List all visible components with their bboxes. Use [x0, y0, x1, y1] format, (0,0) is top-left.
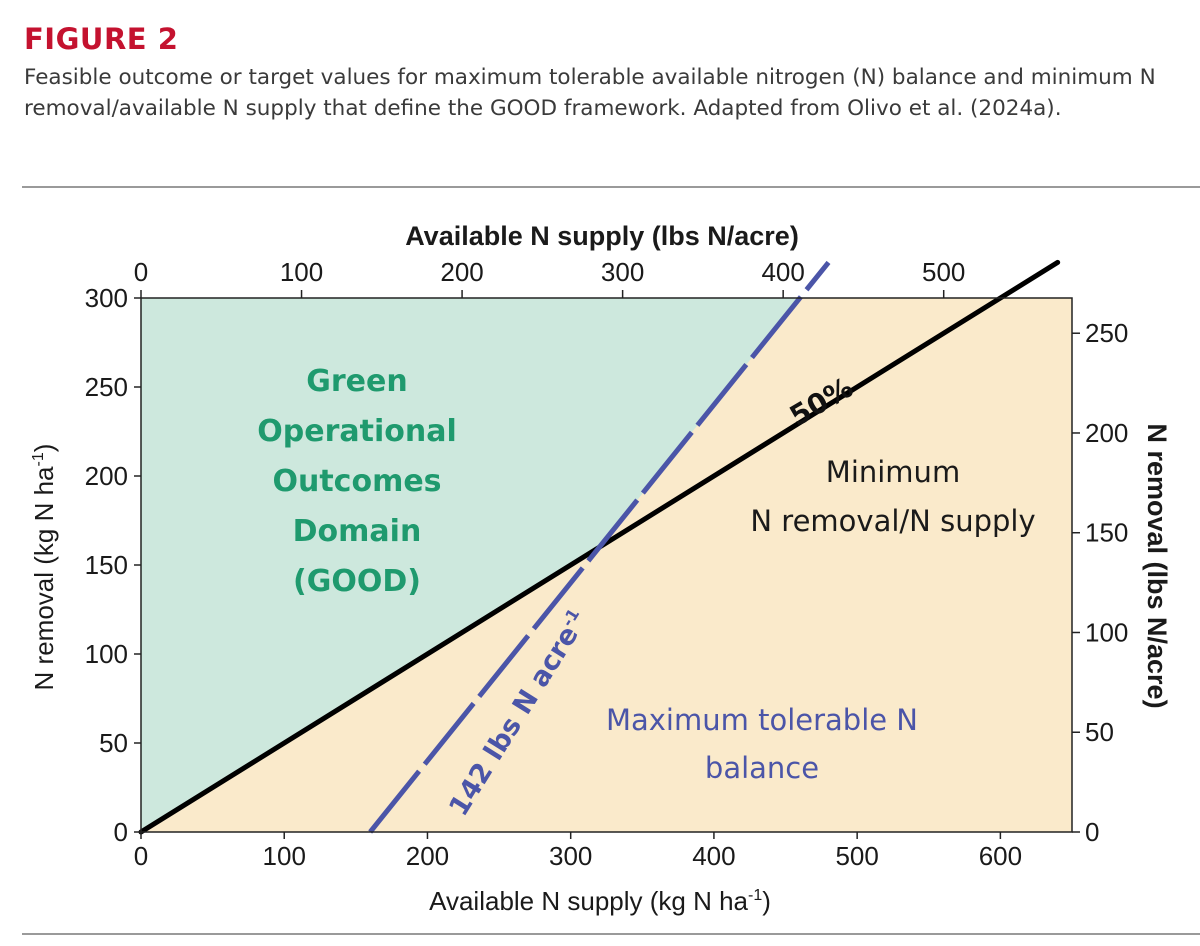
- balance-line-142: [368, 260, 831, 834]
- x-tick-label: 400: [692, 841, 735, 871]
- min-line-1: Minimum: [826, 455, 960, 489]
- right-tick-label: 50: [1085, 717, 1114, 747]
- figure-label: FIGURE 2: [24, 22, 179, 56]
- good-domain-label: Green Operational Outcomes Domain (GOOD): [257, 364, 456, 599]
- left-axis-title: N removal (kg N ha-1): [29, 444, 59, 691]
- left-axis-title-main: N removal (kg N ha: [29, 466, 59, 690]
- y-tick-label: 150: [85, 550, 128, 580]
- good-line-4: Domain: [293, 514, 422, 549]
- figure-caption: Feasible outcome or target values for ma…: [24, 65, 1156, 121]
- y-tick-label: 250: [85, 372, 128, 402]
- x-tick-label: 500: [835, 841, 878, 871]
- right-tick-label: 0: [1085, 817, 1099, 847]
- x-tick-label: 600: [979, 841, 1022, 871]
- bottom-divider: [22, 933, 1200, 935]
- y-tick-label: 50: [99, 728, 128, 758]
- good-region: [141, 298, 800, 832]
- y-tick-label: 300: [85, 283, 128, 313]
- max-line-2: balance: [705, 751, 819, 785]
- left-axis-title-end: ): [29, 444, 59, 453]
- left-axis-title-sup: -1: [30, 452, 47, 466]
- minimum-ratio-label: Minimum N removal/N supply: [750, 455, 1035, 538]
- right-tick-label: 100: [1085, 617, 1128, 647]
- max-line-1: Maximum tolerable N: [606, 703, 918, 737]
- top-tick-label: 100: [280, 257, 323, 287]
- top-tick-label: 200: [440, 257, 483, 287]
- maximum-balance-label: Maximum tolerable N balance: [606, 703, 918, 785]
- x-tick-label: 200: [406, 841, 449, 871]
- right-tick-label: 200: [1085, 418, 1128, 448]
- series-lines: [138, 259, 1061, 835]
- min-line-2: N removal/N supply: [750, 504, 1035, 538]
- bottom-axis-title-main: Available N supply (kg N ha: [429, 886, 748, 916]
- good-line-5: (GOOD): [293, 564, 421, 599]
- plot-regions: [141, 298, 1072, 832]
- top-divider: [22, 186, 1200, 188]
- bottom-axis-title: Available N supply (kg N ha-1): [429, 886, 771, 916]
- bottom-axis-title-sup: -1: [748, 887, 762, 904]
- good-line-3: Outcomes: [272, 464, 441, 499]
- y-tick-label: 0: [114, 817, 128, 847]
- right-tick-label: 150: [1085, 518, 1128, 548]
- x-tick-label: 100: [263, 841, 306, 871]
- top-axis-title: Available N supply (lbs N/acre): [405, 221, 799, 251]
- y-tick-label: 200: [85, 461, 128, 491]
- bottom-axis-title-end: ): [762, 886, 771, 916]
- top-tick-label: 0: [134, 257, 148, 287]
- top-tick-label: 500: [922, 257, 965, 287]
- x-tick-label: 0: [134, 841, 148, 871]
- good-line-2: Operational: [257, 414, 456, 449]
- right-tick-label: 250: [1085, 318, 1128, 348]
- right-axis-title: N removal (lbs N/acre): [1142, 423, 1172, 708]
- y-tick-label: 100: [85, 639, 128, 669]
- top-tick-label: 300: [601, 257, 644, 287]
- x-tick-label: 300: [549, 841, 592, 871]
- good-line-1: Green: [306, 364, 407, 399]
- top-tick-label: 400: [761, 257, 804, 287]
